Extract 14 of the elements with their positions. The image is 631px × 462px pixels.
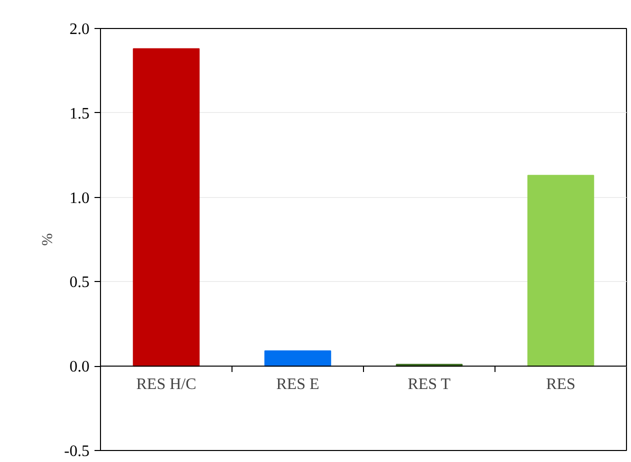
bar [264, 350, 332, 367]
x-tick-label: RES [546, 376, 576, 394]
y-axis-title: % [40, 233, 56, 246]
y-tick-label: 0.0 [70, 358, 90, 376]
x-tick-label: RES T [408, 376, 451, 394]
y-tick-label: 0.5 [70, 274, 90, 292]
y-tick-label: 1.0 [70, 190, 90, 207]
bar [132, 48, 200, 367]
bar [527, 174, 594, 367]
y-tick-label: -0.5 [64, 443, 90, 460]
x-tick-label: RES H/C [136, 376, 196, 394]
y-tick-label: 2.0 [70, 21, 90, 38]
x-tick-label: RES E [276, 376, 320, 394]
y-tick-label: 1.5 [70, 105, 90, 122]
